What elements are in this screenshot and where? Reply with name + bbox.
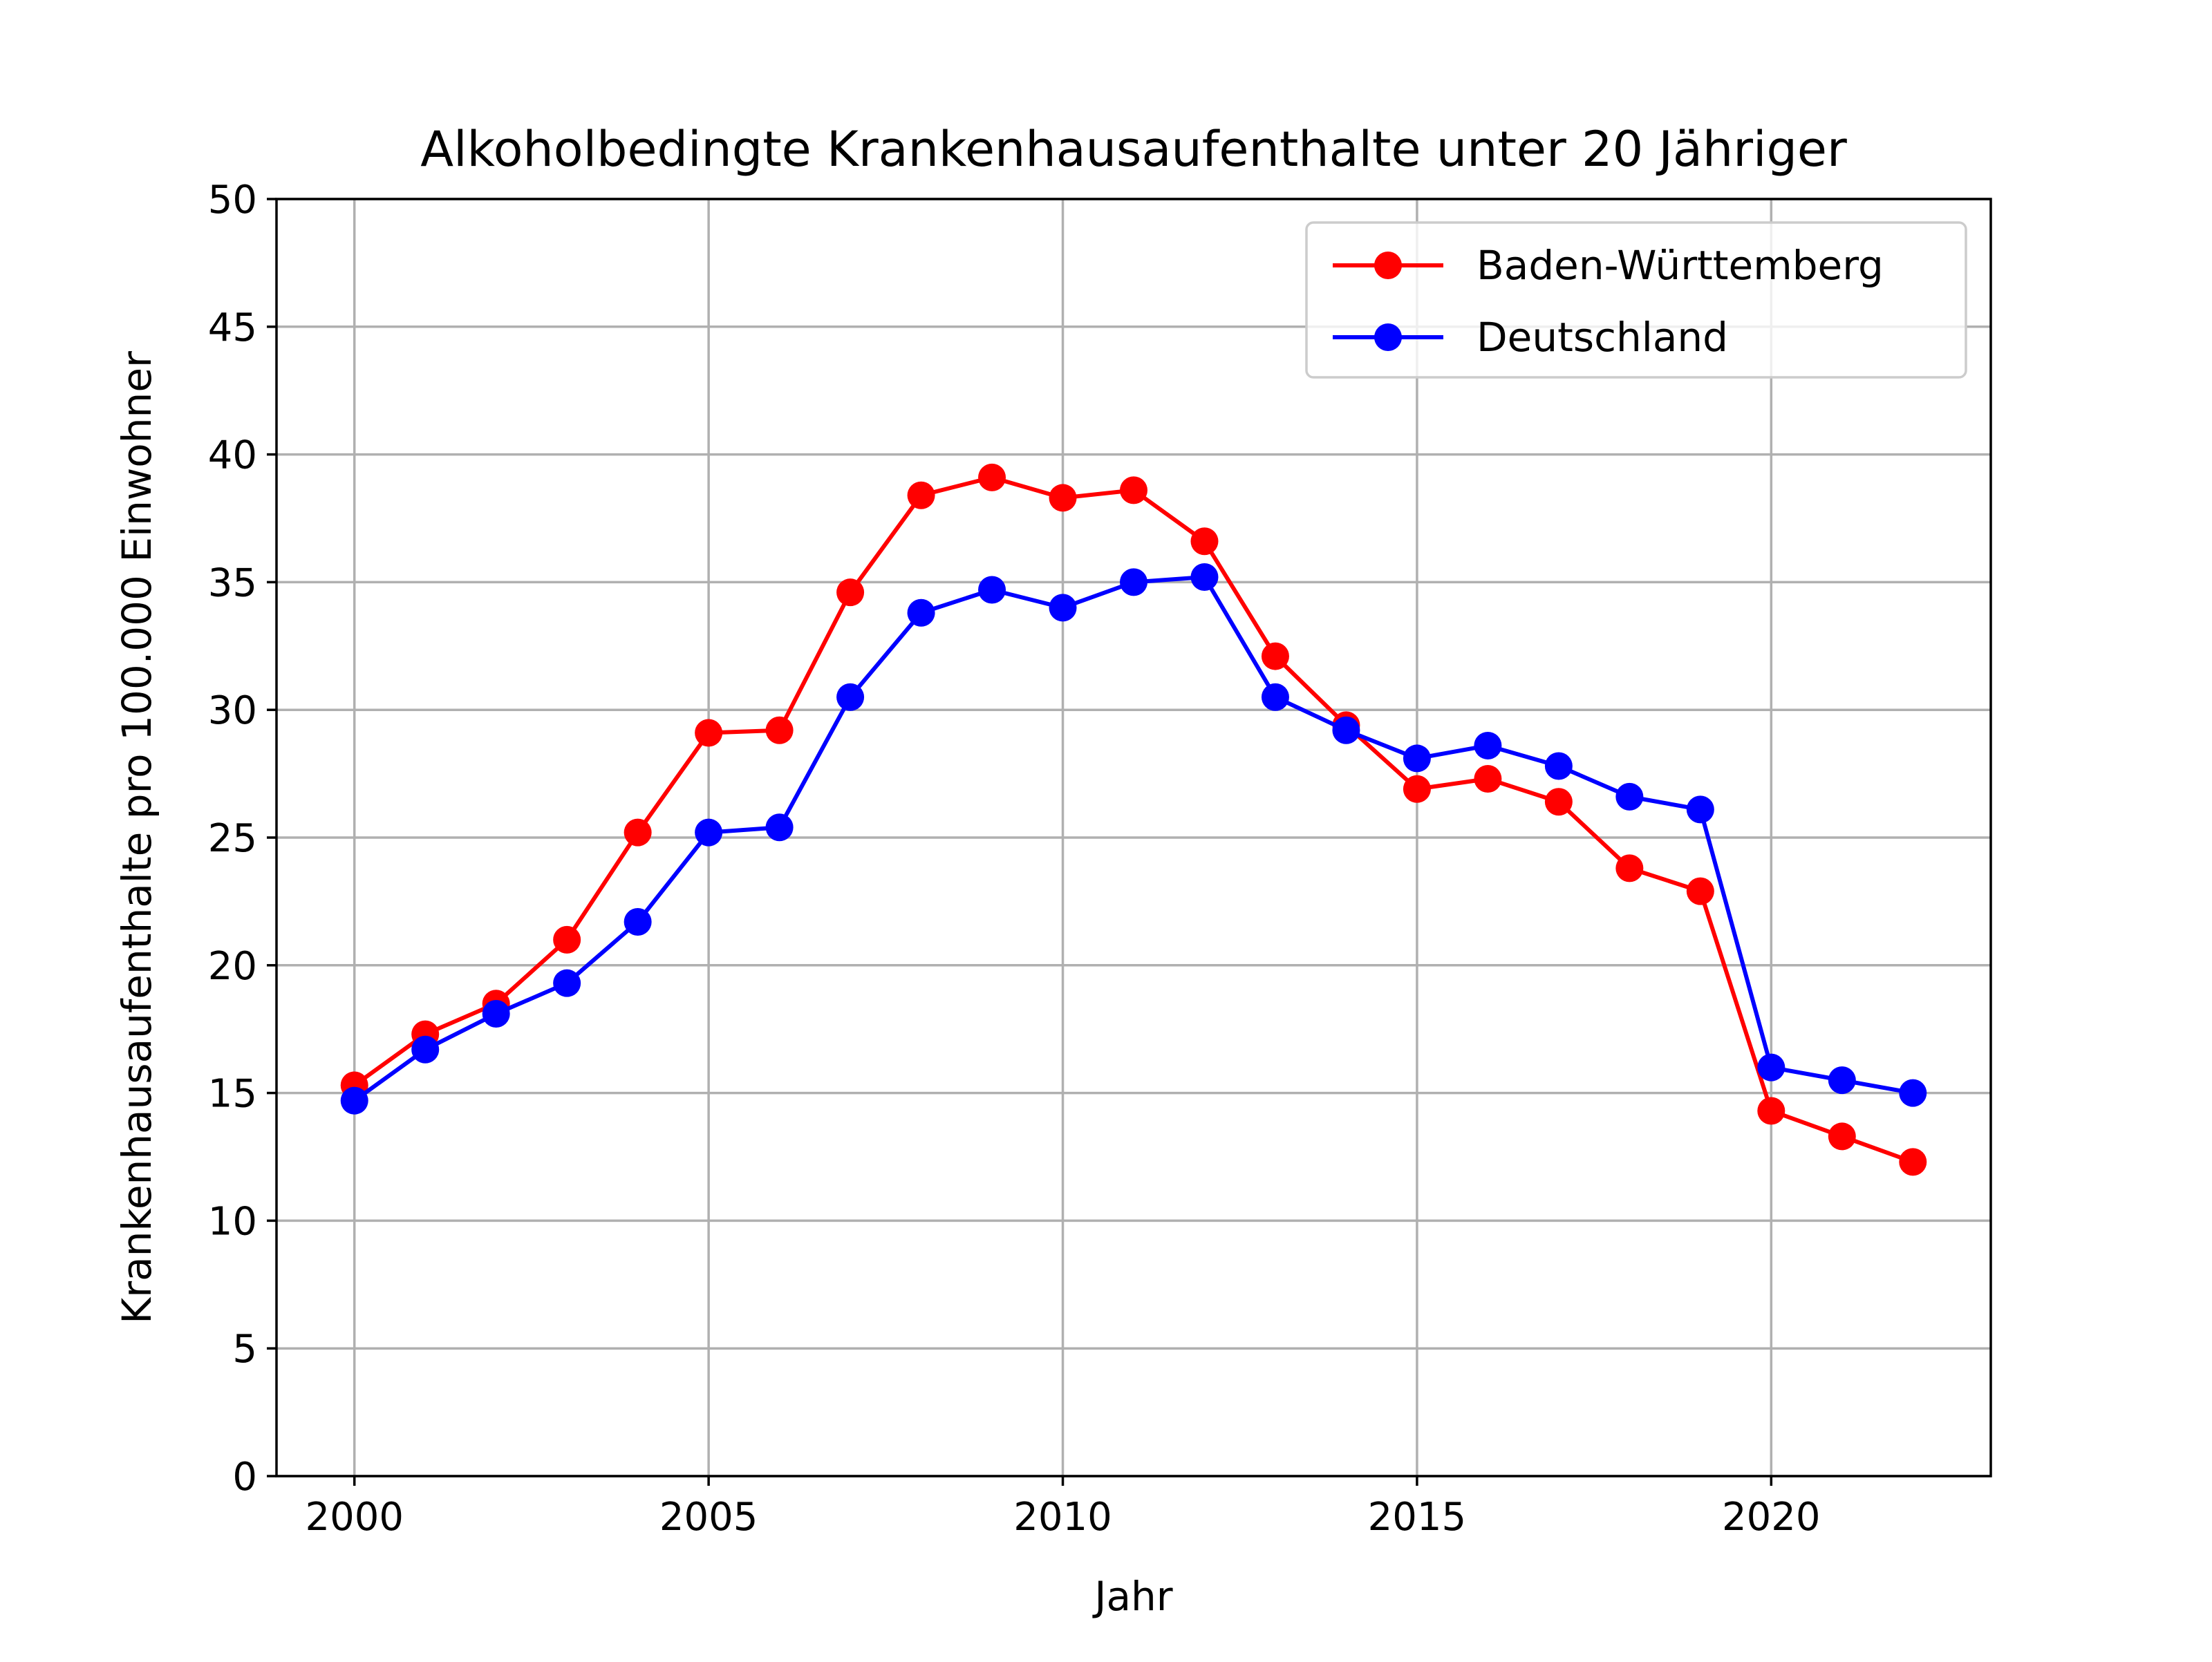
data-point [411,1035,440,1064]
data-point [695,719,723,747]
y-tick-label: 35 [208,560,257,605]
data-point [1615,854,1644,882]
y-tick-label: 20 [208,944,257,989]
data-point [978,576,1006,604]
y-tick-label: 5 [232,1327,257,1372]
data-point [1120,568,1147,596]
data-point [1544,752,1573,780]
legend-box [1305,221,1967,379]
y-tick-label: 10 [208,1199,257,1244]
data-point [765,716,794,744]
data-point [1757,1097,1785,1125]
y-tick-label: 30 [208,688,257,733]
data-point [765,813,794,842]
data-point [1403,744,1431,773]
data-point [624,818,652,847]
data-point [1332,716,1360,744]
data-point [624,907,652,936]
data-point [1120,476,1147,504]
data-point [1403,775,1431,803]
series-deutschland [340,563,1927,1115]
legend-label: Deutschland [1477,314,1728,361]
y-axis: 0 5 10 15 20 25 30 35 40 45 50 [208,178,276,1500]
data-point [1899,1148,1927,1176]
data-point [1899,1079,1927,1107]
data-point [1686,795,1714,824]
data-point [1261,642,1289,670]
y-axis-label: Krankenhausaufenthalte pro 100.000 Einwo… [113,351,160,1324]
data-point [1474,764,1502,793]
data-point [836,683,865,711]
data-point [553,969,581,997]
data-point [1049,594,1077,622]
data-point [482,1000,510,1028]
data-point [340,1086,368,1115]
data-point [1474,731,1502,759]
y-tick-label: 45 [208,305,257,350]
data-point [695,818,723,847]
y-tick-label: 40 [208,433,257,478]
x-axis-label: Jahr [1092,1573,1172,1620]
data-point [553,925,581,954]
x-tick-label: 2000 [305,1495,404,1540]
legend-label: Baden-Württemberg [1477,242,1884,289]
legend-marker [1374,252,1402,279]
data-point [836,578,865,607]
data-point [1828,1122,1856,1151]
data-point [1544,788,1573,816]
data-point [907,481,935,509]
x-tick-label: 2010 [1013,1495,1112,1540]
legend-item-deutschland: Deutschland [1333,314,1728,361]
data-point [1049,484,1077,512]
data-point [978,463,1006,491]
legend-item-baden-w-rttemberg: Baden-Württemberg [1333,242,1884,289]
legend: Baden-Württemberg Deutschland [1305,221,1967,379]
x-tick-label: 2015 [1368,1495,1467,1540]
legend-marker [1374,323,1402,351]
data-point [1686,877,1714,905]
data-point [1615,782,1644,811]
x-axis: 2000 2005 2010 2015 2020 [305,1476,1821,1540]
y-tick-label: 15 [208,1072,257,1117]
data-point [1190,527,1219,556]
x-tick-label: 2005 [659,1495,758,1540]
series-layer [340,463,1927,1176]
data-point [907,598,935,627]
y-tick-label: 50 [208,178,257,223]
chart-title: Alkoholbedingte Krankenhausaufenthalte u… [420,121,1847,178]
x-tick-label: 2020 [1722,1495,1821,1540]
data-point [1190,563,1219,592]
data-point [1261,683,1289,711]
y-tick-label: 25 [208,816,257,861]
y-tick-label: 0 [232,1455,257,1500]
data-point [1828,1066,1856,1095]
grid [276,198,1991,1477]
data-point [1757,1053,1785,1082]
